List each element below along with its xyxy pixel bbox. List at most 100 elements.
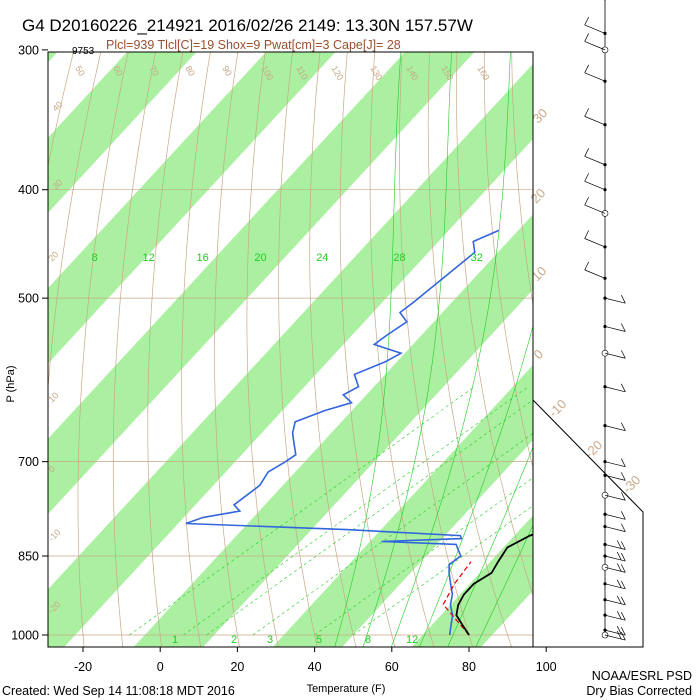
- wind-barbs: [584, 0, 626, 641]
- chart-title: G4 D20160226_214921 2016/02/26 2149: 13.…: [22, 16, 473, 35]
- low-mixing-label: 12: [406, 634, 418, 646]
- wind-barb-staff: [604, 513, 626, 520]
- wind-barb-flag: [584, 196, 589, 206]
- wind-barb-staff: [604, 425, 626, 432]
- wind-barb-flag: [621, 612, 626, 621]
- wind-barb-flag: [616, 611, 622, 620]
- x-tick-label: 40: [308, 660, 322, 674]
- wind-barb-flag: [621, 422, 626, 431]
- wind-barb-flag: [621, 596, 626, 605]
- dry-adiabat: [147, 52, 184, 647]
- temperature-trace: [455, 533, 533, 636]
- wind-barb-staff: [584, 156, 606, 166]
- wind-barb-staff: [584, 41, 606, 51]
- low-mixing-label: 2: [231, 634, 237, 646]
- x-tick-label: 20: [230, 660, 244, 674]
- wind-barb-flag: [621, 631, 626, 641]
- wind-barb-staff: [584, 204, 606, 214]
- footer-org: NOAA/ESRL PSD: [592, 669, 692, 683]
- dry-adiabat: [112, 52, 156, 647]
- dry-adiabat: [181, 52, 211, 647]
- wind-barb-staff: [604, 386, 626, 393]
- left-isotherm-label: 0: [46, 464, 57, 475]
- dry-adiabat: [456, 52, 533, 597]
- y-tick-label: 700: [18, 455, 39, 469]
- isotherm-band: [133, 214, 533, 647]
- low-mixing-label: 5: [316, 634, 322, 646]
- parcel-trace: [442, 561, 472, 636]
- y-axis-label: P (hPa): [5, 365, 17, 402]
- dry-adiabat-label: 50: [73, 64, 87, 78]
- wind-barb-flag: [621, 580, 626, 590]
- wind-barb-flag: [621, 458, 626, 467]
- mixing-ratio-line: [252, 432, 533, 636]
- dry-adiabat: [246, 52, 279, 647]
- mixing-ratio-line: [314, 477, 533, 636]
- height-annotation: 9753: [72, 46, 95, 57]
- moist-adiabat: [475, 524, 533, 647]
- x-axis-label: Temperature (F): [307, 683, 386, 695]
- isotherm-band: [272, 364, 533, 647]
- dry-adiabat: [214, 52, 240, 647]
- footer-note: Dry Bias Corrected: [586, 684, 692, 698]
- dry-adiabat: [48, 52, 102, 393]
- mixing-ratio-label: 16: [197, 252, 209, 264]
- wind-barb-staff: [604, 544, 626, 550]
- moist-adiabat: [447, 446, 533, 647]
- wind-barb-flag: [621, 323, 626, 332]
- y-tick-label: 1000: [11, 629, 39, 643]
- wind-barb-flag: [621, 383, 626, 392]
- mixing-ratio-label: 24: [316, 252, 328, 264]
- mixing-ratio-label: 32: [471, 252, 483, 264]
- isobar-lines: [48, 189, 533, 636]
- wind-barb-flag: [616, 630, 622, 640]
- wind-barb-staff: [584, 116, 606, 126]
- isotherm-band: [48, 52, 197, 213]
- wind-barb-staff: [604, 555, 626, 562]
- mixing-ratio-label: 12: [142, 252, 154, 264]
- wind-barb-staff: [604, 297, 626, 304]
- x-tick-label: 80: [462, 660, 476, 674]
- wind-barb-flag: [584, 64, 589, 73]
- x-tick-label: 0: [157, 660, 164, 674]
- wind-barb-flag: [616, 626, 622, 635]
- dewpoint-trace: [185, 229, 500, 636]
- sounding-traces: [185, 229, 533, 636]
- dry-adiabat: [309, 52, 357, 647]
- wind-barb-flag: [584, 230, 589, 239]
- wind-barb-flag: [616, 540, 622, 549]
- wind-barb-flag: [584, 16, 589, 26]
- dry-adiabat: [399, 52, 474, 647]
- low-mixing-label: 3: [267, 634, 273, 646]
- mixing-ratio-line: [353, 505, 533, 636]
- wind-barb-staff: [584, 180, 606, 191]
- dry-adiabat: [483, 52, 533, 469]
- wind-barb-flag: [621, 492, 626, 501]
- x-tick-label: 60: [385, 660, 399, 674]
- isotherm-band: [48, 52, 58, 63]
- wind-barb-staff: [584, 24, 606, 34]
- dry-adiabat-label: 70: [147, 64, 161, 78]
- wind-barb-staff: [584, 72, 606, 82]
- wind-barb-flag: [621, 511, 626, 520]
- wind-barb-staff: [604, 634, 626, 641]
- dry-adiabat: [77, 52, 129, 647]
- low-mixing-label: 1: [172, 634, 178, 646]
- mixing-ratio-label: 20: [254, 252, 266, 264]
- wind-barb-flag: [584, 261, 589, 271]
- wind-barb-flag: [621, 523, 626, 532]
- y-tick-label: 500: [18, 292, 39, 306]
- y-tick-label: 300: [18, 43, 39, 57]
- mixing-ratio-label: 8: [92, 252, 98, 264]
- isotherm-band: [411, 515, 533, 647]
- isotherm-bands: [48, 52, 533, 647]
- moist-adiabats: [129, 52, 533, 647]
- wind-barb-flag: [621, 350, 626, 359]
- wind-barb-staff: [604, 614, 626, 621]
- x-tick-label: 100: [536, 660, 557, 674]
- wind-barb-flag: [616, 551, 622, 561]
- dry-adiabat: [427, 52, 512, 647]
- moist-adiabat: [334, 52, 402, 647]
- mixing-ratio-line: [183, 386, 529, 636]
